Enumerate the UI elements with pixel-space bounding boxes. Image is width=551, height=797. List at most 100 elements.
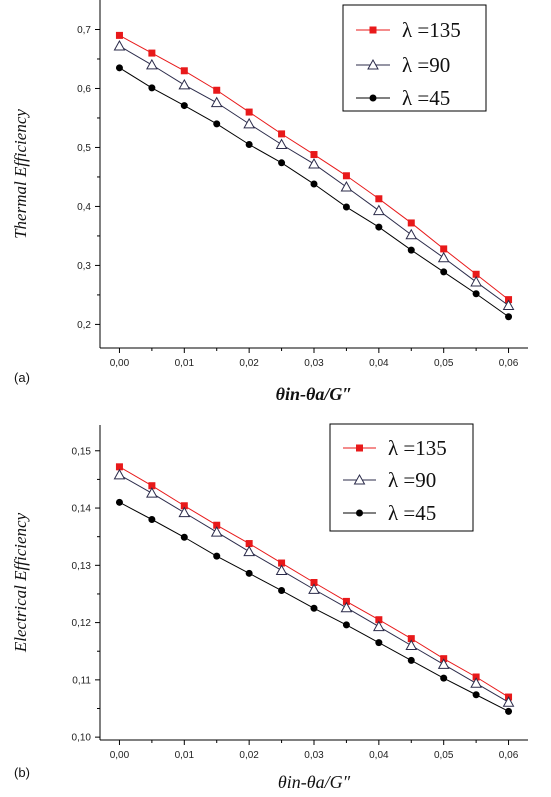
data-point — [245, 569, 253, 577]
data-point — [278, 130, 286, 138]
data-point — [210, 526, 223, 537]
x-tick-label: 0,06 — [499, 358, 519, 369]
data-point — [245, 141, 253, 149]
data-point — [470, 275, 482, 287]
chart-panel-a: 0,2 0,3 0,4 0,5 0,6 0,7 0,00 0,01 0,02 0,03 0,04 0,… — [11, 0, 528, 404]
x-tick-label: 0,02 — [239, 358, 259, 369]
panel-label: (a) — [14, 370, 30, 385]
data-point — [310, 604, 318, 612]
data-point — [148, 49, 156, 57]
data-point — [472, 290, 480, 298]
legend: λ =135 λ =90 λ =45 — [329, 423, 474, 532]
data-point — [115, 64, 123, 72]
x-tick-label: 0,01 — [175, 750, 195, 761]
legend-label: λ =90 — [402, 53, 450, 77]
data-point — [502, 299, 515, 311]
y-tick-label: 0,11 — [72, 675, 91, 686]
data-point — [180, 502, 188, 510]
data-point — [213, 521, 221, 529]
data-point — [275, 564, 288, 575]
legend-label: λ =90 — [388, 468, 436, 492]
data-point — [372, 620, 385, 632]
data-point — [340, 601, 353, 613]
data-point — [308, 157, 320, 169]
data-point — [148, 482, 156, 490]
data-point — [178, 506, 191, 518]
y-tick-label: 0,12 — [72, 618, 92, 629]
series-triangle-open — [113, 39, 515, 311]
data-point — [148, 84, 156, 92]
data-point — [407, 219, 415, 227]
data-point — [437, 251, 450, 263]
data-point — [470, 677, 482, 688]
x-tick-label: 0,03 — [304, 750, 324, 761]
data-point — [375, 616, 383, 624]
x-tick-label: 0,04 — [369, 750, 389, 761]
data-point — [505, 313, 513, 321]
series-circle — [115, 64, 513, 321]
data-point — [213, 86, 221, 94]
data-point — [180, 67, 188, 75]
data-point — [113, 39, 126, 51]
data-point — [375, 223, 383, 231]
chart-panel-b: 0,10 0,11 0,12 0,13 0,14 0,15 0,00 0,01 0,02 0,03… — [11, 423, 528, 792]
data-point — [278, 559, 286, 567]
data-point — [310, 180, 318, 188]
data-point — [146, 487, 158, 498]
y-tick-label: 0,15 — [72, 446, 92, 457]
data-point — [472, 691, 480, 699]
data-point — [472, 673, 480, 681]
legend-label: λ =45 — [388, 501, 436, 525]
data-point — [407, 656, 415, 664]
data-point — [146, 58, 158, 70]
y-tick-label: 0,14 — [72, 504, 92, 515]
legend-marker — [356, 509, 363, 517]
x-axis-label: θin-θa/G″ — [278, 772, 351, 792]
data-point — [372, 204, 385, 216]
data-point — [278, 587, 286, 595]
data-point — [375, 639, 383, 647]
legend-label: λ =135 — [402, 18, 461, 42]
data-point — [342, 203, 350, 211]
y-axis-label: Thermal Efficiency — [11, 109, 30, 239]
data-point — [115, 498, 123, 506]
x-tick-label: 0,02 — [239, 750, 259, 761]
data-point — [213, 552, 221, 560]
data-point — [440, 268, 448, 276]
data-point — [278, 159, 286, 167]
data-point — [407, 246, 415, 254]
data-point — [308, 583, 320, 594]
data-point — [180, 102, 188, 110]
x-tick-label: 0,05 — [434, 358, 454, 369]
data-point — [342, 621, 350, 629]
data-point — [437, 658, 450, 669]
data-point — [148, 516, 156, 523]
data-point — [310, 579, 318, 586]
legend: λ =135 λ =90 λ =45 — [342, 4, 487, 112]
legend-marker — [353, 473, 366, 485]
y-tick-label: 0,10 — [72, 733, 92, 744]
x-tick-label: 0,03 — [304, 358, 324, 369]
data-point — [310, 151, 318, 159]
series-circle — [115, 498, 513, 715]
data-point — [243, 117, 256, 129]
data-point — [472, 270, 480, 278]
data-point — [407, 635, 415, 643]
x-tick-label: 0,00 — [110, 358, 130, 369]
y-tick-label: 0,7 — [77, 25, 91, 36]
data-point — [243, 545, 256, 557]
data-point — [245, 108, 253, 116]
data-point — [275, 138, 288, 150]
data-point — [505, 707, 513, 715]
x-tick-label: 0,00 — [110, 750, 130, 761]
legend-marker — [369, 26, 377, 34]
panel-label: (b) — [14, 765, 30, 780]
legend-label: λ =45 — [402, 86, 450, 110]
y-tick-label: 0,5 — [77, 143, 91, 154]
data-point — [342, 597, 350, 605]
data-point — [405, 639, 418, 650]
data-point — [178, 78, 191, 90]
data-point — [245, 540, 253, 548]
data-point — [115, 31, 123, 39]
